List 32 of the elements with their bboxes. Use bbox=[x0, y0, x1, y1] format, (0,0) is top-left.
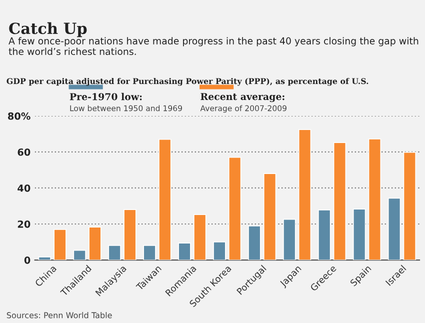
chart-subtitle: A few once-poor nations have made progress in the past 40 years closing the gap with the world’s richest nations. bbox=[8, 37, 418, 56]
bar bbox=[213, 242, 226, 260]
bar bbox=[283, 218, 296, 260]
bar bbox=[54, 228, 66, 260]
bar bbox=[333, 142, 346, 260]
bar bbox=[403, 152, 416, 260]
y-tick-label: 40 bbox=[18, 184, 30, 192]
bar bbox=[263, 173, 276, 260]
bar bbox=[143, 245, 156, 260]
y-tick-label: 20 bbox=[18, 220, 30, 228]
bar bbox=[38, 256, 52, 260]
legend-label: Pre-1970 low: bbox=[70, 92, 142, 100]
y-tick-label: 80% bbox=[8, 112, 30, 120]
bar bbox=[124, 209, 136, 260]
chart-title: Catch Up bbox=[9, 22, 87, 38]
bar bbox=[158, 138, 172, 260]
y-tick-label: 0 bbox=[24, 256, 30, 264]
bar bbox=[73, 250, 86, 260]
bar bbox=[352, 208, 366, 260]
bar bbox=[194, 214, 206, 260]
source-note: Sources: Penn World Table bbox=[6, 312, 112, 318]
bar bbox=[88, 226, 102, 260]
legend-label: Recent average: bbox=[200, 93, 284, 102]
bar bbox=[178, 242, 191, 260]
bar bbox=[388, 198, 401, 260]
y-tick-label: 60 bbox=[18, 148, 30, 156]
bar bbox=[368, 138, 382, 260]
bar bbox=[108, 245, 121, 260]
bar bbox=[298, 129, 312, 260]
bar bbox=[248, 226, 261, 260]
bar bbox=[318, 210, 331, 260]
bar bbox=[228, 156, 242, 260]
